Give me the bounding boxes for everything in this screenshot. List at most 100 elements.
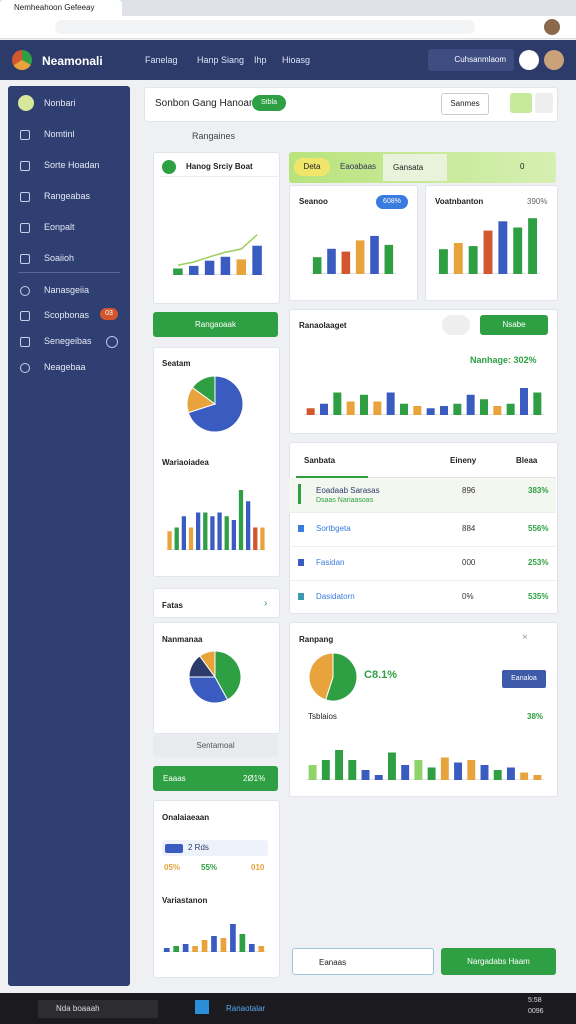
bar bbox=[192, 946, 198, 952]
stat: 55% bbox=[201, 863, 218, 872]
tab[interactable]: 0 bbox=[520, 162, 525, 171]
bar bbox=[220, 938, 227, 952]
bar bbox=[440, 757, 449, 780]
bar bbox=[320, 403, 328, 415]
notification-button[interactable] bbox=[519, 50, 539, 70]
badge: 608% bbox=[376, 195, 408, 209]
sidebar-item[interactable]: Nanasgeiia bbox=[44, 285, 90, 295]
sidebar-icon bbox=[20, 161, 30, 171]
icon-button[interactable] bbox=[535, 93, 553, 113]
card bbox=[153, 588, 280, 618]
bar bbox=[454, 762, 463, 780]
pie-chart bbox=[308, 652, 358, 702]
bar bbox=[253, 527, 258, 550]
table-cell: 000 bbox=[462, 558, 476, 567]
toolbar-button[interactable]: Sanmes bbox=[441, 93, 489, 115]
bar bbox=[167, 531, 172, 550]
bar bbox=[260, 527, 265, 550]
card bbox=[153, 152, 280, 304]
tab[interactable]: Eaoabaas bbox=[340, 162, 377, 171]
bar bbox=[217, 512, 222, 550]
bar bbox=[231, 520, 236, 550]
bar bbox=[506, 767, 515, 780]
sidebar-item[interactable]: Nonbari bbox=[44, 98, 76, 108]
bar bbox=[466, 394, 475, 415]
brand: Neamonali bbox=[42, 54, 103, 68]
row-label: 2 Rds bbox=[188, 843, 209, 852]
bar bbox=[308, 765, 317, 780]
user-button[interactable]: Cuhsanmlaom bbox=[428, 49, 514, 71]
nav-item[interactable]: Fanelag bbox=[145, 55, 178, 65]
bar bbox=[348, 760, 357, 780]
card-title: Fatas bbox=[162, 601, 183, 610]
sidebar-item[interactable]: Scopbonas bbox=[44, 310, 90, 320]
sidebar-item[interactable]: Eonpalt bbox=[44, 222, 75, 232]
bar bbox=[520, 772, 529, 780]
sidebar-item[interactable]: Senegeibas bbox=[44, 336, 92, 346]
app-icon[interactable] bbox=[195, 1000, 209, 1014]
bar bbox=[360, 394, 368, 415]
table-cell: Sortbgeta bbox=[316, 524, 351, 533]
search-box[interactable] bbox=[38, 1000, 158, 1018]
tab[interactable]: Gansata bbox=[383, 154, 447, 181]
bar bbox=[528, 218, 538, 274]
sidebar-item[interactable]: Sorte Hoadan bbox=[44, 160, 100, 170]
app-label[interactable]: Ranaotalar bbox=[226, 1004, 266, 1013]
icon-button[interactable] bbox=[442, 315, 470, 335]
tab[interactable]: Deta bbox=[294, 158, 330, 176]
logo[interactable] bbox=[12, 50, 32, 70]
pie-slice bbox=[188, 676, 229, 704]
bar bbox=[355, 240, 365, 274]
bar bbox=[239, 934, 246, 952]
bar bbox=[211, 936, 217, 952]
chart bbox=[436, 218, 540, 274]
button[interactable]: Sentamoal bbox=[153, 735, 278, 757]
table-header: Eineny bbox=[450, 456, 477, 465]
nav-item[interactable]: Hanp Siang bbox=[197, 55, 245, 65]
sidebar-item[interactable]: Soaiioh bbox=[44, 253, 75, 263]
table-cell: Dasidatorn bbox=[316, 592, 355, 601]
sidebar-icon bbox=[20, 130, 30, 140]
table-cell: 535% bbox=[528, 592, 549, 601]
pie-chart bbox=[188, 650, 242, 704]
chart bbox=[306, 750, 544, 780]
bar bbox=[414, 760, 423, 780]
chevron[interactable]: › bbox=[264, 598, 268, 609]
sidebar-item[interactable]: Nomtinl bbox=[44, 129, 75, 139]
bar bbox=[224, 516, 229, 550]
toolbar-title: Sonbon Gang Hanoante bbox=[155, 98, 263, 109]
card-title: Onalaiaeaan bbox=[162, 813, 210, 822]
pie-slice bbox=[308, 652, 334, 701]
button[interactable]: Eanaas bbox=[292, 948, 434, 975]
nav-item[interactable]: Hioasg bbox=[282, 55, 311, 65]
icon-button[interactable] bbox=[510, 93, 532, 113]
bar bbox=[210, 516, 215, 550]
chart bbox=[310, 235, 396, 274]
section-label: Rangaines bbox=[192, 131, 236, 141]
row-marker bbox=[298, 593, 304, 600]
bar bbox=[506, 403, 515, 415]
url-field[interactable] bbox=[55, 20, 475, 34]
row-marker bbox=[298, 484, 301, 504]
button[interactable]: Nargadabs Haam bbox=[441, 948, 556, 975]
clock-date: 0096 bbox=[528, 1008, 544, 1015]
toggle[interactable] bbox=[106, 336, 118, 348]
bar bbox=[312, 257, 322, 274]
sidebar-item[interactable]: Neagebaa bbox=[44, 362, 86, 372]
row-bg bbox=[162, 840, 268, 856]
nav-item[interactable]: Ihp bbox=[254, 55, 267, 65]
bar bbox=[483, 230, 493, 274]
card-value: C8.1% bbox=[364, 669, 398, 681]
header-underline bbox=[296, 476, 368, 478]
button[interactable]: Rangaoaak bbox=[153, 312, 278, 337]
status-pill: Stbla bbox=[252, 95, 286, 111]
button[interactable]: Eanaloa bbox=[502, 670, 546, 688]
avatar[interactable] bbox=[544, 50, 564, 70]
chart bbox=[170, 234, 265, 275]
close-button[interactable]: × bbox=[522, 632, 528, 643]
button[interactable]: Nsabe bbox=[480, 315, 548, 335]
sidebar-item[interactable]: Rangeabas bbox=[44, 191, 91, 201]
browser-tab[interactable]: Nemheahoon Gefeeay bbox=[0, 0, 122, 16]
profile-avatar[interactable] bbox=[544, 19, 560, 35]
